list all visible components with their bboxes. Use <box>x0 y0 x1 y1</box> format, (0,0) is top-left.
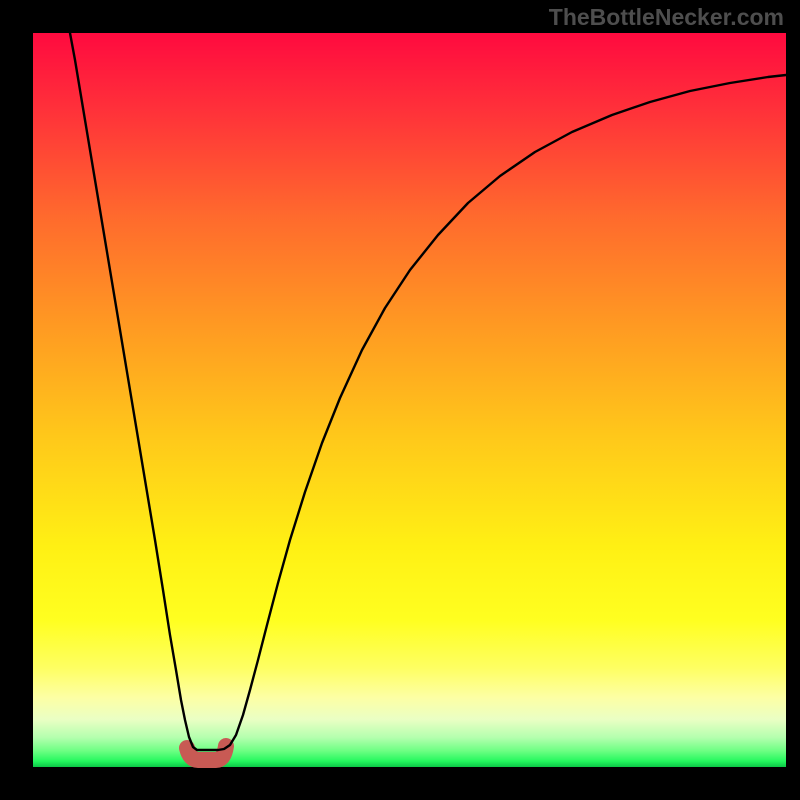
watermark-text: TheBottleNecker.com <box>549 4 784 31</box>
plot-area <box>33 33 786 767</box>
chart-frame: TheBottleNecker.com <box>0 0 800 800</box>
chart-svg <box>0 0 800 800</box>
